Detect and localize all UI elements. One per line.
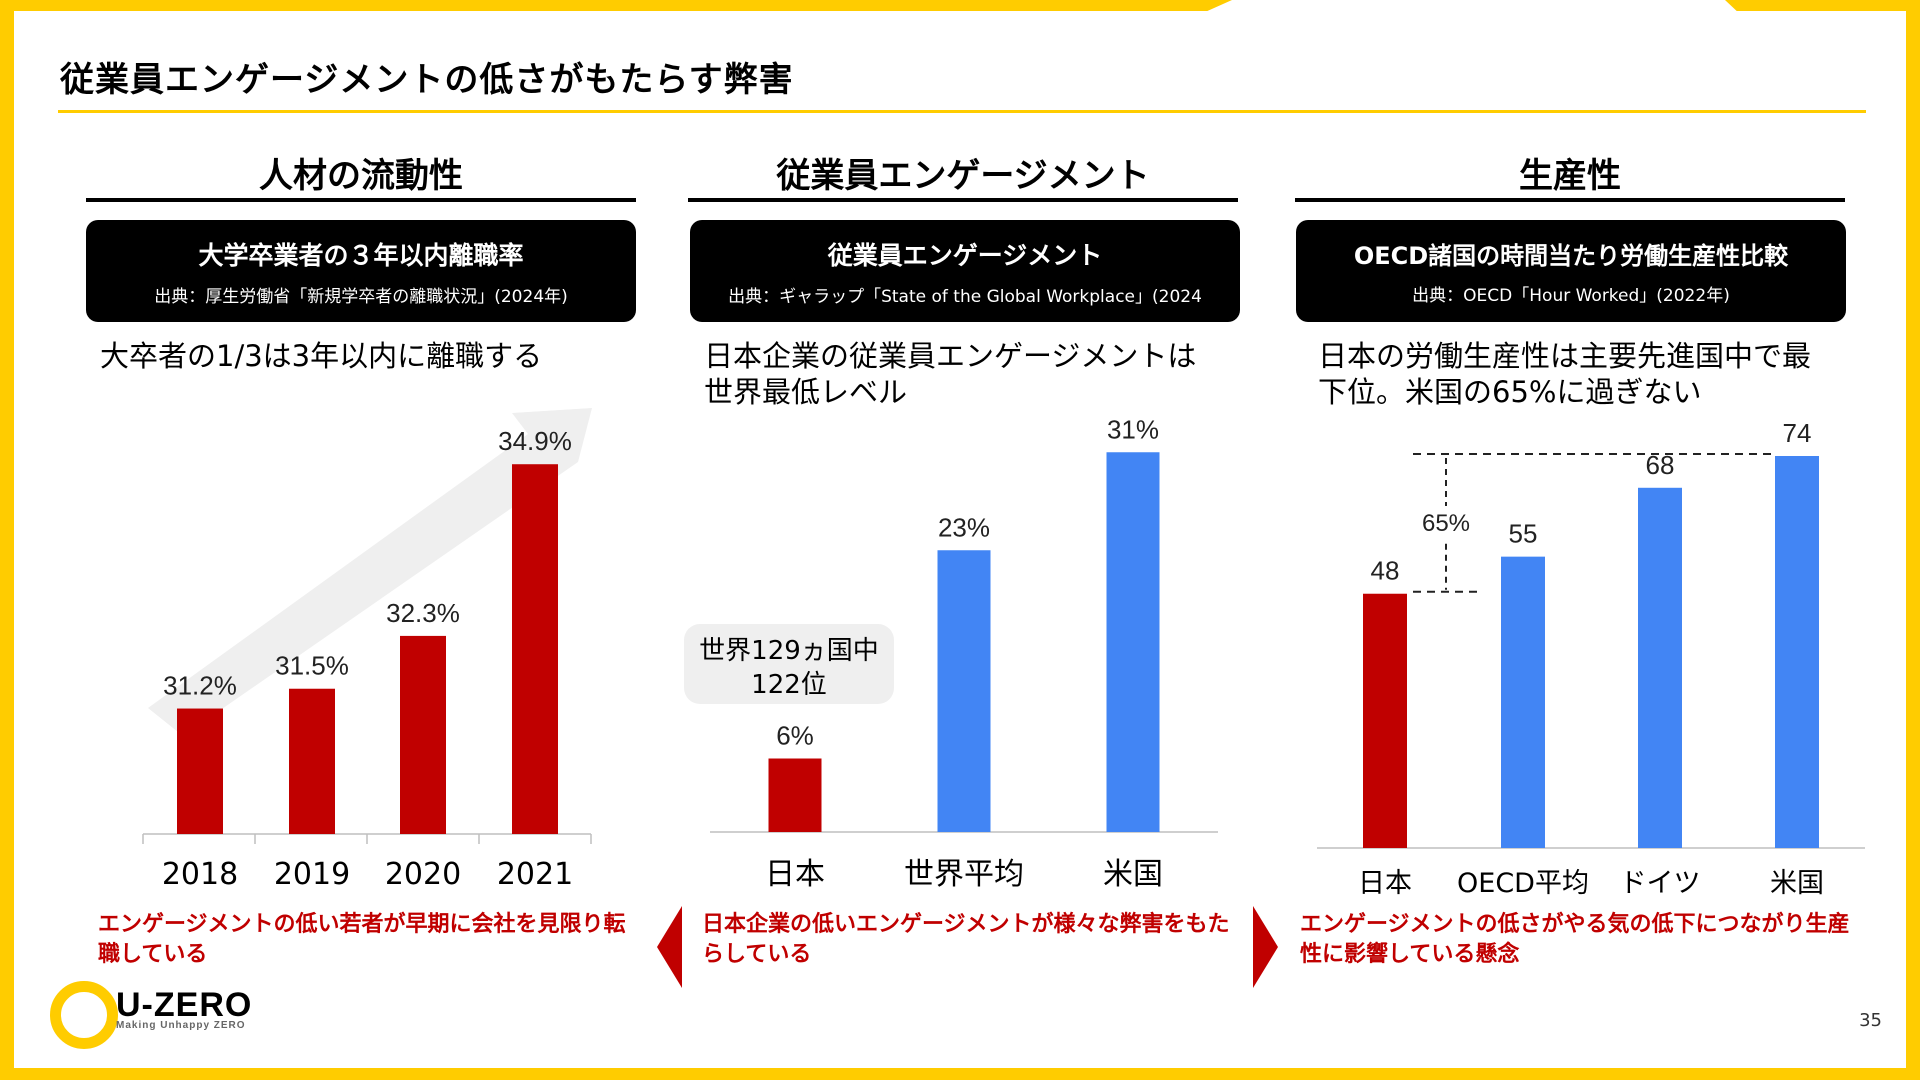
section-rule-productivity — [1295, 198, 1845, 202]
section-title-engagement: 従業員エンゲージメント — [776, 156, 1150, 196]
data-label: 23% — [938, 512, 990, 542]
bar-2020 — [400, 635, 446, 834]
bar-2018 — [177, 708, 223, 834]
page-number: 35 — [1859, 1010, 1882, 1031]
growth-arrow — [148, 408, 592, 736]
frame-bottom — [0, 1068, 1920, 1080]
section-rule-turnover — [86, 198, 636, 202]
rank-callout-text: 世界129ヵ国中122位 — [699, 636, 879, 700]
bar-世界平均 — [937, 550, 991, 832]
category-label: 米国 — [1103, 857, 1163, 892]
banner-source: 出典：ギャラップ「State of the Global Workplace」(… — [728, 287, 1202, 307]
bar-日本 — [1363, 593, 1407, 848]
logo-ring-icon — [50, 981, 118, 1049]
lead-engagement: 日本企業の従業員エンゲージメントは世界最低レベル — [704, 339, 1197, 409]
category-label: 2018 — [162, 857, 238, 892]
category-label: 米国 — [1770, 868, 1824, 899]
data-label: 48 — [1371, 556, 1400, 586]
category-label: 2020 — [385, 857, 461, 892]
category-label: 2021 — [497, 857, 573, 892]
category-label: ドイツ — [1620, 868, 1701, 899]
bar-OECD平均 — [1501, 556, 1545, 848]
category-label: 世界平均 — [904, 857, 1024, 892]
page-title: 従業員エンゲージメントの低さがもたらす弊害 — [60, 60, 794, 100]
data-label: 31.5% — [275, 651, 349, 681]
bar-2019 — [289, 688, 335, 834]
frame-top-right — [1725, 0, 1920, 11]
data-label: 32.3% — [386, 598, 460, 628]
banner-productivity: OECD諸国の時間当たり労働生産性比較 出典：OECD「Hour Worked」… — [1296, 220, 1846, 322]
bar-日本 — [768, 758, 822, 832]
category-label: 日本 — [765, 857, 825, 892]
conclusion-engagement: 日本企業の低いエンゲージメントが様々な弊害をもたらしている — [702, 912, 1230, 967]
banner-engagement: 従業員エンゲージメント 出典：ギャラップ「State of the Global… — [690, 220, 1240, 322]
title-rule — [58, 110, 1866, 113]
chart-turnover: 31.2% 2018 31.5% 2019 32.3% 2020 34.9% 2021 — [142, 426, 592, 892]
category-label: 2019 — [274, 857, 350, 892]
conclusion-turnover: エンゲージメントの低い若者が早期に会社を見限り転職している — [98, 912, 626, 967]
data-label: 55 — [1509, 519, 1538, 549]
data-label: 74 — [1783, 418, 1812, 448]
bar-ドイツ — [1638, 487, 1682, 848]
data-label: 31% — [1107, 414, 1159, 444]
frame-top — [0, 0, 1232, 11]
data-label: 31.2% — [163, 671, 237, 701]
bar-米国 — [1106, 452, 1160, 832]
frame-left — [0, 0, 14, 1080]
frame-right — [1906, 0, 1920, 1080]
conclusion-productivity: エンゲージメントの低さがやる気の低下につながり生産性に影響している懸念 — [1300, 912, 1850, 967]
banner-turnover: 大学卒業者の３年以内離職率 出典：厚生労働省「新規学卒者の離職状況」(2024年… — [86, 220, 636, 322]
section-title-productivity: 生産性 — [1519, 156, 1621, 196]
banner-source: 出典：OECD「Hour Worked」(2022年) — [1412, 286, 1730, 306]
section-title-turnover: 人材の流動性 — [259, 156, 463, 196]
bar-米国 — [1775, 456, 1819, 848]
lead-turnover: 大卒者の1/3は3年以内に離職する — [100, 339, 543, 373]
chart-engagement: 6% 日本 23% 世界平均 31% 米国 — [710, 414, 1218, 892]
banner-source: 出典：厚生労働省「新規学卒者の離職状況」(2024年) — [154, 287, 568, 307]
banner-title: 従業員エンゲージメント — [827, 241, 1103, 270]
category-label: 日本 — [1358, 868, 1412, 899]
banner-title: 大学卒業者の３年以内離職率 — [198, 241, 524, 270]
bar-2021 — [512, 464, 558, 834]
banner-title: OECD諸国の時間当たり労働生産性比較 — [1353, 242, 1789, 270]
category-label: OECD平均 — [1457, 868, 1589, 899]
data-label: 6% — [776, 721, 814, 751]
rank-callout — [684, 624, 894, 704]
logo: U-ZERO — [116, 986, 253, 1024]
section-rule-engagement — [688, 198, 1238, 202]
ratio-annotation: 65% — [1422, 510, 1470, 537]
lead-productivity: 日本の労働生産性は主要先進国中で最下位。米国の65%に過ぎない — [1318, 339, 1812, 409]
logo-tagline: Making Unhappy ZERO — [116, 1020, 246, 1031]
data-label: 34.9% — [498, 426, 572, 456]
